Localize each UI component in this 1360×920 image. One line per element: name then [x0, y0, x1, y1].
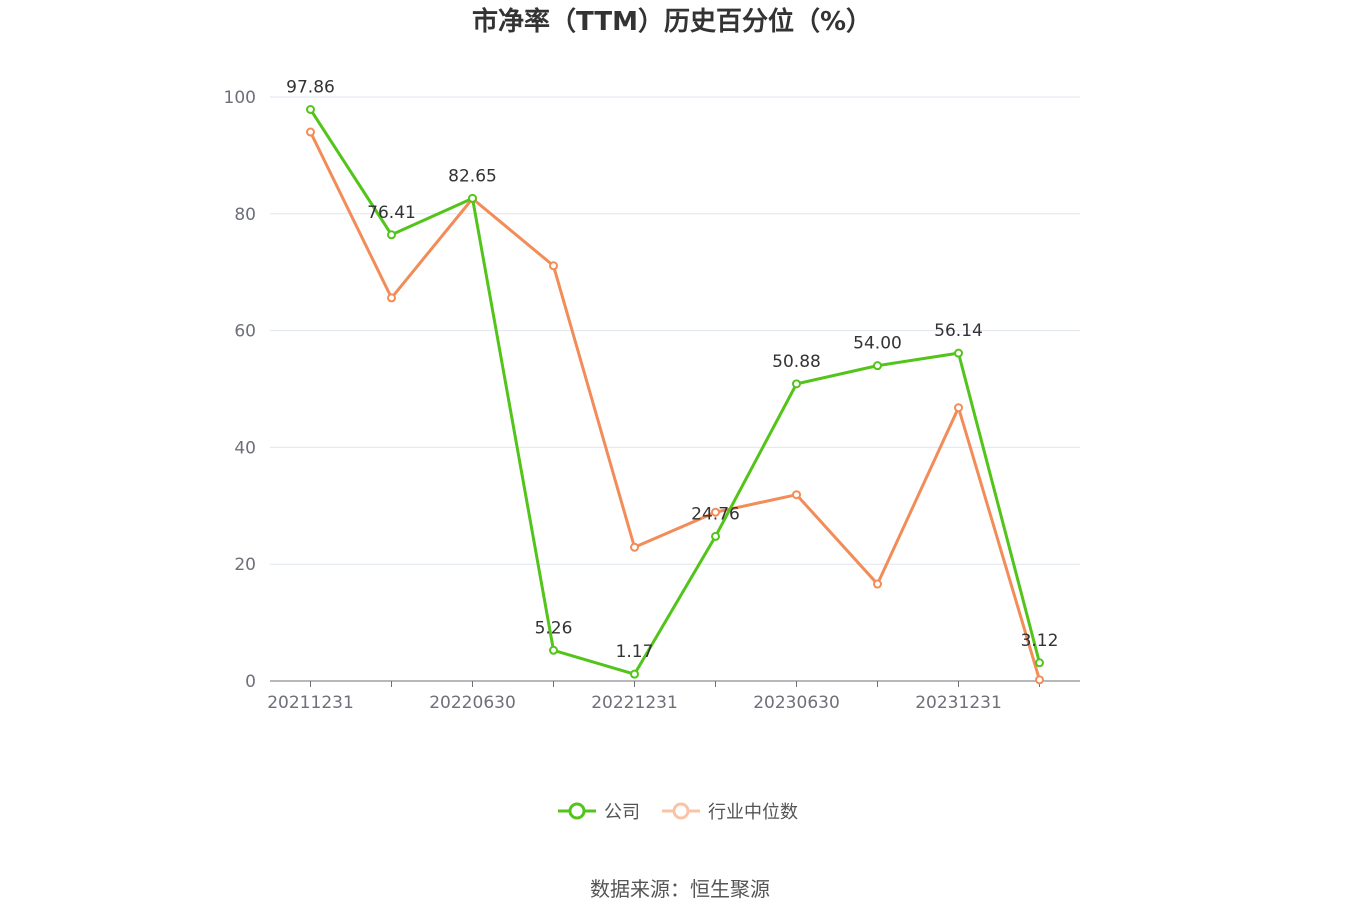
data-label: 24.76 [691, 504, 740, 524]
y-tick-label: 80 [234, 205, 256, 225]
data-label: 97.86 [286, 77, 335, 97]
data-label: 50.88 [772, 352, 821, 372]
legend-item-0[interactable]: 公司 [558, 802, 640, 823]
legend-label: 行业中位数 [708, 802, 798, 823]
data-label: 82.65 [448, 166, 497, 186]
source-note: 数据来源：恒生聚源 [590, 877, 770, 901]
data-point[interactable] [387, 230, 396, 240]
chart-title: 市净率（TTM）历史百分位（%） [472, 6, 872, 37]
x-tick-label: 20231231 [915, 693, 1002, 713]
y-tick-label: 40 [234, 438, 256, 458]
data-point[interactable] [630, 542, 639, 552]
grid [270, 96, 1080, 565]
series-line-0 [309, 108, 1041, 676]
x-tick-label: 20211231 [267, 693, 354, 713]
legend-label: 公司 [604, 802, 640, 823]
data-point[interactable] [306, 127, 315, 137]
series-layer [306, 104, 1044, 685]
data-label: 3.12 [1021, 631, 1059, 651]
legend[interactable]: 公司 行业中位数 [558, 802, 798, 823]
data-point[interactable] [468, 193, 477, 203]
data-point[interactable] [387, 293, 396, 303]
legend-marker-icon [568, 802, 586, 820]
data-label: 5.26 [535, 618, 573, 638]
data-point[interactable] [630, 669, 639, 679]
x-tick-label: 20221231 [591, 693, 678, 713]
data-point[interactable] [711, 531, 720, 541]
x-axis: 20211231 20220630 20221231 20230630 20231231 [267, 680, 1080, 713]
series-line-1 [309, 131, 1041, 681]
y-tick-label: 100 [224, 88, 256, 108]
data-point[interactable] [873, 579, 882, 589]
data-point[interactable] [1035, 658, 1044, 668]
data-point[interactable] [549, 261, 558, 271]
y-axis: 0 20 40 60 80 100 [224, 88, 256, 692]
y-tick-label: 60 [234, 322, 256, 342]
data-label: 1.17 [616, 642, 654, 662]
data-label: 76.41 [367, 203, 416, 223]
data-point[interactable] [711, 507, 720, 517]
y-tick-label: 0 [245, 672, 256, 692]
data-point[interactable] [1035, 675, 1044, 685]
data-point[interactable] [792, 379, 801, 389]
data-label: 54.00 [853, 334, 902, 354]
data-point[interactable] [954, 403, 963, 413]
data-label: 56.14 [934, 321, 983, 341]
x-tick-label: 20220630 [429, 693, 516, 713]
data-point[interactable] [792, 490, 801, 500]
data-point[interactable] [306, 104, 315, 114]
legend-marker-icon [672, 802, 690, 820]
data-labels: 97.86 76.41 82.65 5.26 1.17 24.76 50.88 54.00 56… [286, 77, 1058, 662]
x-tick-label: 20230630 [753, 693, 840, 713]
legend-item-1[interactable]: 行业中位数 [662, 802, 798, 823]
data-point[interactable] [873, 361, 882, 371]
y-tick-label: 20 [234, 555, 256, 575]
data-point[interactable] [549, 645, 558, 655]
data-point[interactable] [954, 348, 963, 358]
